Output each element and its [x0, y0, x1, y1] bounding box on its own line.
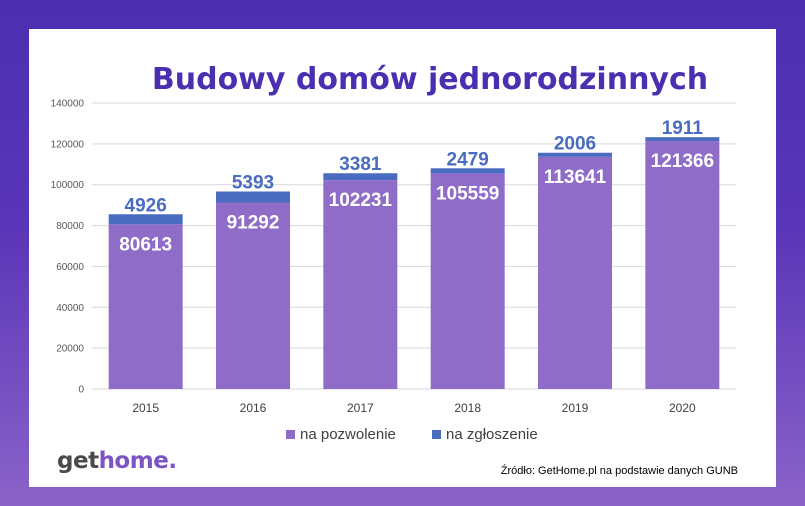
- bar-na-zgloszenie: [430, 168, 505, 174]
- bar-na-pozwolenie: [645, 141, 720, 389]
- y-tick-label: 40000: [56, 303, 84, 314]
- data-label-na-pozwolenie: 102231: [329, 190, 393, 211]
- chart-title: Budowy domów jednorodzinnych: [152, 62, 708, 97]
- data-label-na-zgloszenie: 4926: [125, 195, 167, 216]
- gethome-logo: gethome.: [57, 448, 177, 474]
- y-tick-label: 80000: [56, 221, 84, 232]
- bar-na-pozwolenie: [538, 156, 612, 389]
- y-tick-label: 60000: [56, 262, 84, 273]
- bar-na-pozwolenie: [323, 180, 398, 389]
- bar-na-zgloszenie: [216, 191, 290, 203]
- legend-na-zgloszenie-swatch: [432, 430, 441, 439]
- data-label-na-zgloszenie: 5393: [232, 172, 274, 193]
- data-label-na-zgloszenie: 2479: [447, 149, 489, 170]
- bar-na-zgloszenie: [323, 173, 398, 181]
- y-tick-label: 100000: [51, 180, 85, 191]
- bar-na-zgloszenie: [538, 152, 612, 157]
- data-label-na-zgloszenie: 1911: [662, 118, 704, 139]
- data-label-na-pozwolenie: 80613: [119, 234, 172, 255]
- y-tick-label: 120000: [51, 139, 85, 150]
- bar-na-pozwolenie: [108, 224, 183, 389]
- y-tick-label: 140000: [51, 99, 85, 110]
- source-note: Źródło: GetHome.pl na podstawie danych G…: [501, 464, 738, 477]
- data-label-na-pozwolenie: 105559: [436, 183, 499, 204]
- y-tick-label: 20000: [56, 344, 84, 355]
- data-label-na-zgloszenie: 2006: [554, 134, 596, 155]
- x-tick-label: 2018: [454, 401, 481, 415]
- x-tick-label: 2019: [562, 401, 589, 415]
- x-tick-label: 2016: [240, 401, 267, 415]
- bar-na-pozwolenie: [216, 202, 290, 389]
- data-label-na-pozwolenie: 91292: [227, 213, 280, 234]
- legend-na-zgloszenie-label: na zgłoszenie: [446, 426, 538, 443]
- legend-na-pozwolenie-label: na pozwolenie: [300, 426, 396, 443]
- x-tick-label: 2020: [669, 401, 696, 415]
- data-label-na-pozwolenie: 121366: [651, 151, 714, 172]
- bar-na-pozwolenie: [430, 173, 505, 389]
- y-tick-label: 0: [78, 385, 84, 396]
- x-tick-label: 2015: [132, 401, 159, 415]
- bar-na-zgloszenie: [645, 137, 720, 142]
- legend-na-pozwolenie-swatch: [286, 430, 295, 439]
- bar-na-zgloszenie: [108, 214, 183, 225]
- x-tick-label: 2017: [347, 401, 374, 415]
- data-label-na-pozwolenie: 113641: [544, 167, 607, 188]
- data-label-na-zgloszenie: 3381: [339, 154, 382, 175]
